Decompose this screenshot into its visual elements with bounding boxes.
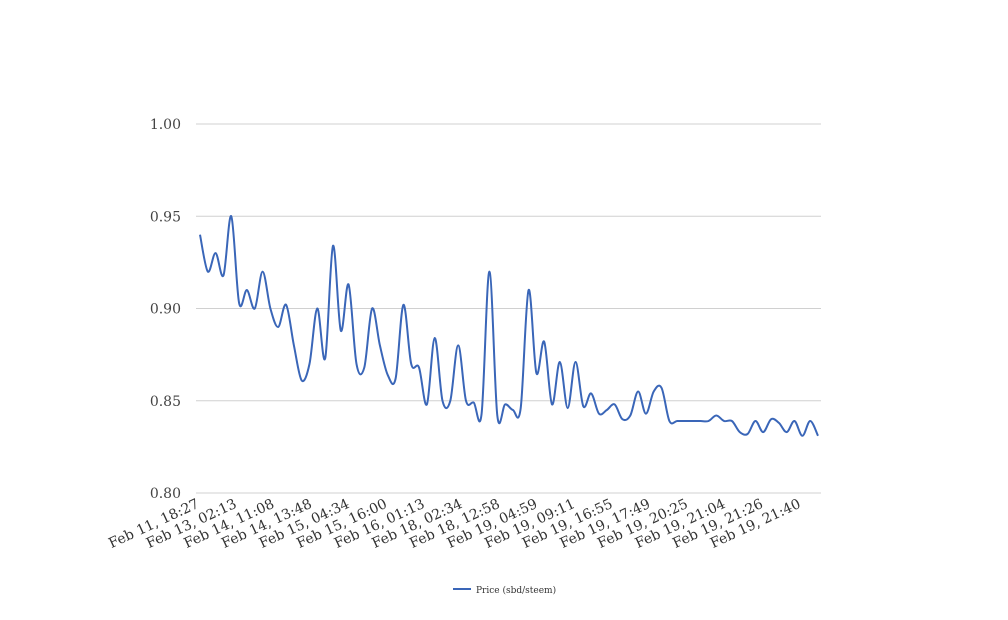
legend: Price (sbd/steem) — [453, 585, 556, 596]
gridlines — [196, 123, 821, 494]
y-tick-label: 0.80 — [150, 486, 181, 502]
price-series-line — [199, 215, 819, 437]
y-tick-label: 0.85 — [150, 394, 181, 410]
legend-label: Price (sbd/steem) — [476, 585, 556, 596]
y-axis-ticks: 0.80 0.85 0.90 0.95 1.00 — [150, 117, 181, 502]
y-tick-label: 0.90 — [150, 302, 181, 318]
y-tick-label: 1.00 — [150, 117, 181, 133]
y-tick-label: 0.95 — [150, 209, 181, 225]
